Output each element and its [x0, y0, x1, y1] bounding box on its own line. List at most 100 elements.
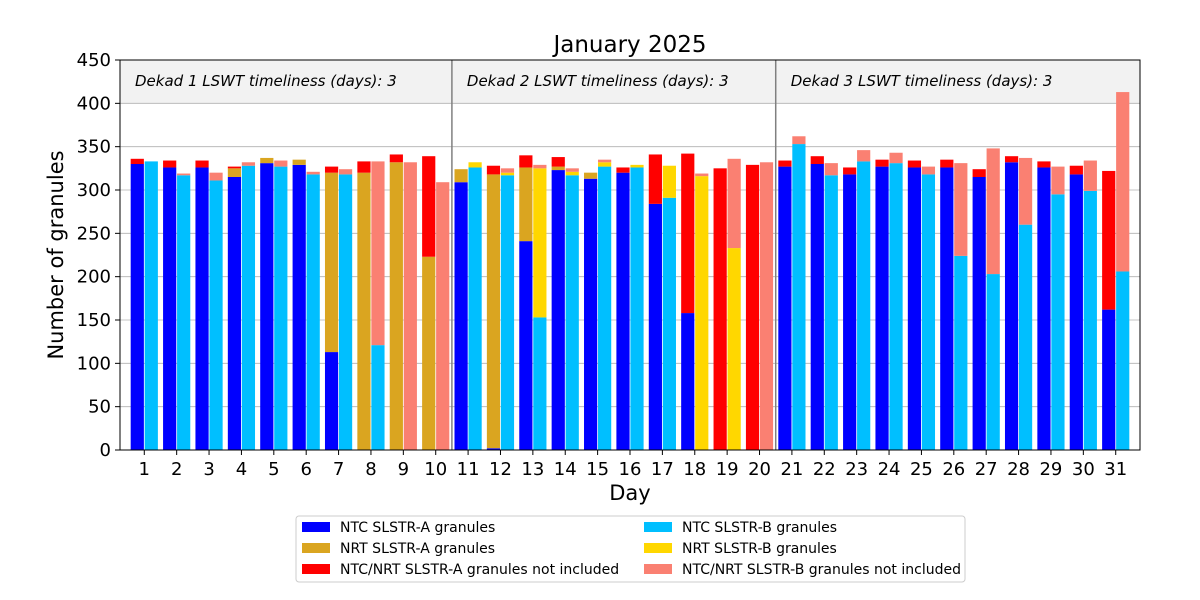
x-tick-label: 7: [333, 459, 344, 480]
bar-slstr-b-day-17: [662, 197, 676, 450]
bar-slstr-a-day-9: [389, 162, 403, 450]
bar-slstr-a-day-13: [519, 241, 533, 450]
bar-slstr-a-day-27: [972, 177, 986, 450]
x-tick-label: 18: [683, 459, 706, 480]
bar-slstr-a-day-22: [810, 156, 824, 164]
bar-slstr-b-day-8: [371, 161, 385, 346]
bar-slstr-b-day-13: [533, 168, 547, 318]
legend-swatch: [302, 564, 330, 574]
bar-slstr-b-day-4: [241, 165, 256, 450]
bar-slstr-a-day-26: [940, 167, 954, 450]
bar-slstr-a-day-31: [1102, 309, 1116, 450]
x-tick-label: 2: [171, 459, 182, 480]
bar-slstr-a-day-15: [584, 178, 598, 450]
bar-slstr-b-day-23: [857, 161, 871, 450]
bar-slstr-b-day-14: [565, 171, 579, 176]
bar-slstr-b-day-5: [274, 160, 288, 167]
bar-slstr-a-day-10: [422, 256, 436, 450]
bar-slstr-b-day-12: [500, 168, 515, 173]
bar-slstr-a-day-6: [292, 159, 306, 165]
bar-slstr-a-day-24: [875, 166, 889, 450]
dekad-band: [120, 60, 1140, 104]
x-tick-label: 22: [813, 459, 836, 480]
bar-slstr-b-day-29: [1051, 166, 1065, 195]
bar-slstr-a-day-17: [648, 154, 662, 204]
bar-slstr-b-day-14: [565, 168, 579, 172]
bar-slstr-b-day-23: [857, 150, 871, 162]
bar-slstr-a-day-6: [292, 164, 306, 450]
bar-slstr-a-day-25: [907, 167, 922, 450]
bar-slstr-a-day-13: [519, 155, 533, 168]
x-tick-label: 4: [236, 459, 247, 480]
bar-slstr-b-day-16: [630, 167, 644, 450]
bar-slstr-a-day-15: [584, 172, 598, 179]
bar-slstr-a-day-23: [843, 167, 857, 175]
bar-slstr-b-day-26: [954, 255, 968, 450]
bar-slstr-b-day-12: [500, 175, 515, 450]
bar-slstr-b-day-18: [695, 176, 709, 450]
x-tick-label: 11: [457, 459, 480, 480]
y-tick-label: 50: [88, 397, 111, 418]
bar-slstr-a-day-28: [1004, 162, 1019, 450]
dekad-label: Dekad 2 LSWT timeliness (days): 3: [467, 72, 729, 90]
bar-slstr-b-day-30: [1083, 160, 1097, 191]
y-tick-label: 400: [77, 93, 111, 114]
bar-slstr-b-day-8: [371, 345, 385, 450]
y-tick-label: 0: [100, 440, 111, 461]
bar-slstr-b-day-21: [792, 136, 806, 145]
x-tick-label: 14: [554, 459, 577, 480]
y-axis-label: Number of granules: [44, 150, 68, 359]
bar-slstr-b-day-18: [695, 173, 709, 177]
bar-slstr-b-day-14: [565, 175, 579, 450]
legend-label: NRT SLSTR-B granules: [682, 541, 837, 557]
bar-slstr-b-day-2: [177, 173, 191, 176]
x-tick-label: 24: [878, 459, 901, 480]
bar-slstr-a-day-3: [195, 160, 209, 168]
y-tick-label: 200: [77, 267, 111, 288]
bar-slstr-a-day-30: [1069, 165, 1083, 175]
bar-slstr-a-day-2: [163, 167, 177, 450]
legend: NTC SLSTR-A granules NTC SLSTR-B granules…: [295, 515, 966, 583]
legend-swatch: [644, 543, 672, 553]
y-tick-label: 100: [77, 353, 111, 374]
x-tick-label: 15: [586, 459, 609, 480]
bar-slstr-b-day-26: [954, 163, 968, 256]
bar-slstr-a-day-29: [1037, 161, 1051, 168]
bar-slstr-b-day-1: [144, 161, 158, 450]
bar-slstr-a-day-11: [454, 182, 468, 450]
bar-slstr-a-day-5: [260, 163, 274, 450]
x-tick-label: 5: [268, 459, 279, 480]
y-tick-label: 250: [77, 223, 111, 244]
x-tick-label: 12: [489, 459, 512, 480]
bar-slstr-b-day-24: [889, 163, 903, 450]
bar-slstr-b-day-17: [662, 165, 676, 198]
x-axis-label: Day: [609, 481, 650, 505]
bar-slstr-a-day-23: [843, 174, 857, 450]
y-tick-label: 300: [77, 180, 111, 201]
bar-slstr-b-day-4: [241, 162, 256, 166]
x-tick-label: 13: [521, 459, 544, 480]
x-tick-label: 10: [424, 459, 447, 480]
y-tick-label: 450: [77, 50, 111, 71]
x-tick-label: 23: [845, 459, 868, 480]
bar-slstr-b-day-20: [759, 162, 774, 450]
x-tick-label: 26: [942, 459, 965, 480]
bar-slstr-a-day-31: [1102, 170, 1116, 310]
legend-swatch: [302, 543, 330, 553]
bar-slstr-b-day-31: [1116, 92, 1130, 272]
y-tick-label: 350: [77, 137, 111, 158]
x-tick-label: 20: [748, 459, 771, 480]
bar-slstr-b-day-27: [986, 274, 1000, 450]
x-tick-label: 28: [1007, 459, 1030, 480]
bar-slstr-b-day-15: [598, 162, 612, 167]
bar-slstr-b-day-2: [177, 175, 191, 450]
bar-slstr-b-day-5: [274, 166, 288, 450]
x-tick-label: 17: [651, 459, 674, 480]
bar-slstr-a-day-25: [907, 160, 922, 168]
bar-slstr-a-day-13: [519, 167, 533, 242]
y-tick-label: 150: [77, 310, 111, 331]
bar-slstr-a-day-4: [227, 177, 242, 450]
legend-box: [295, 515, 966, 583]
x-tick-label: 27: [975, 459, 998, 480]
bar-slstr-a-day-12: [486, 165, 501, 175]
